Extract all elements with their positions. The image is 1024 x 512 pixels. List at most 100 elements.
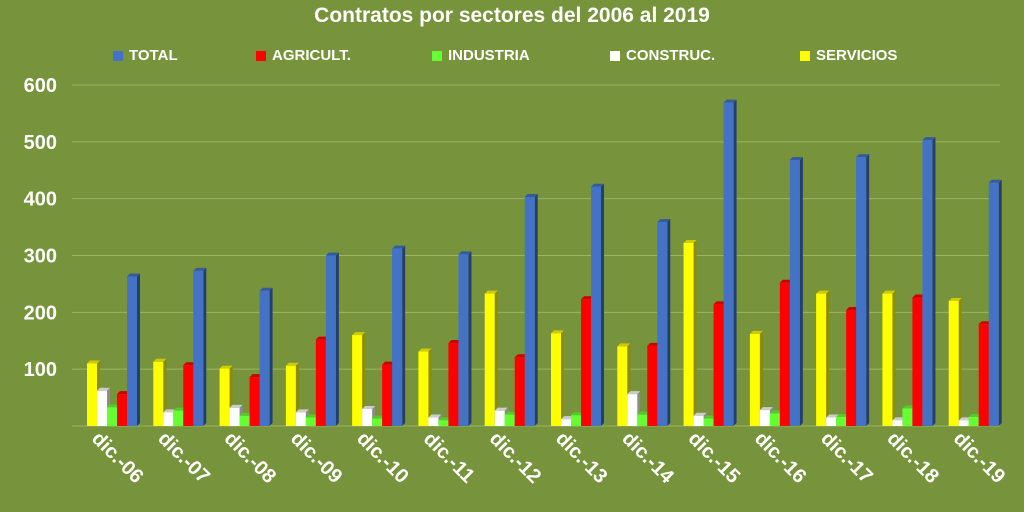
bar-construc-top	[693, 412, 707, 416]
bar-construc-top	[97, 387, 110, 391]
bar-total-top	[657, 218, 671, 222]
bar-construc	[295, 412, 306, 426]
bar-construc-top	[958, 417, 972, 421]
bar-servicios	[285, 365, 296, 426]
bar-agricult-top	[315, 336, 329, 340]
legend-label-industria: INDUSTRIA	[448, 47, 530, 64]
x-tick-label: dic.-07	[153, 428, 213, 488]
bar-industria	[769, 413, 780, 426]
legend-swatch-agricult	[256, 50, 266, 61]
bar-construc	[958, 420, 969, 426]
x-tick-label: dic.-17	[816, 428, 876, 488]
legend-label-servicios: SERVICIOS	[816, 47, 898, 64]
bar-total-top	[458, 251, 472, 255]
bar-construc	[892, 420, 903, 426]
bar-servicios-top	[418, 348, 432, 352]
bar-industria-top	[902, 405, 916, 409]
bar-total-side	[998, 179, 1002, 426]
bar-total-side	[402, 245, 406, 426]
bar-agricult-top	[183, 362, 197, 366]
bar-industria	[372, 418, 383, 426]
bar-servicios-top	[882, 290, 896, 294]
bar-industria	[438, 420, 449, 426]
bar-construc-top	[362, 405, 376, 409]
bar-servicios-side	[958, 297, 962, 426]
bar-industria-top	[438, 417, 452, 421]
x-tick-label: dic.-09	[286, 428, 346, 488]
bar-servicios	[87, 363, 97, 426]
bar-industria	[305, 417, 316, 426]
bar-agricult	[912, 297, 923, 426]
bar-servicios	[882, 293, 893, 426]
bar-servicios	[219, 368, 230, 426]
bar-industria-top	[107, 404, 120, 408]
bar-construc	[693, 415, 704, 426]
legend-item-total: TOTAL	[113, 47, 178, 64]
bar-agricult	[846, 310, 857, 426]
bar-construc-top	[627, 391, 641, 395]
bar-industria	[504, 414, 515, 426]
y-tick-label: 300	[24, 246, 57, 268]
bar-industria-top	[968, 413, 982, 417]
bar-agricult-top	[382, 361, 396, 365]
bar-servicios-side	[362, 332, 366, 426]
bar-total-top	[193, 267, 207, 271]
bar-total	[193, 270, 204, 426]
bar-industria-top	[239, 412, 253, 416]
bar-agricult-top	[249, 374, 263, 378]
bar-construc	[428, 417, 439, 426]
bar-servicios	[617, 346, 628, 426]
bar-industria-top	[637, 411, 651, 415]
y-tick-label: 600	[24, 75, 57, 97]
bar-agricult	[713, 304, 724, 426]
x-tick-label: dic.-14	[617, 428, 678, 489]
bar-servicios-top	[948, 297, 962, 301]
bar-agricult	[978, 324, 989, 426]
bar-construc	[561, 419, 571, 426]
x-tick-label: dic.-18	[883, 428, 943, 488]
bar-servicios	[816, 293, 827, 426]
y-tick-label: 500	[24, 132, 57, 154]
bar-total	[856, 157, 867, 426]
bar-construc	[163, 412, 174, 426]
bar-industria-top	[504, 411, 518, 415]
bar-industria-top	[571, 412, 584, 416]
bar-servicios-top	[87, 360, 100, 364]
legend-swatch-industria	[432, 50, 442, 61]
y-tick-label: 400	[24, 189, 57, 211]
bar-total	[392, 248, 403, 426]
legend-swatch-servicios	[800, 50, 810, 61]
bar-servicios	[948, 300, 959, 426]
bar-servicios-side	[826, 290, 830, 426]
bar-total-side	[601, 183, 604, 426]
bar-construc	[229, 407, 240, 426]
bar-industria	[836, 416, 847, 426]
bar-construc-top	[229, 404, 243, 408]
bar-total-top	[127, 273, 140, 277]
bar-total	[988, 182, 999, 426]
bar-agricult-top	[514, 354, 528, 358]
bar-agricult	[647, 345, 658, 426]
bar-industria-top	[372, 415, 386, 419]
x-tick-label: dic.-08	[220, 428, 280, 488]
bar-total-side	[866, 154, 870, 426]
bar-construc-top	[428, 414, 442, 418]
bar-industria	[239, 415, 250, 426]
bar-total-top	[922, 137, 936, 141]
legend-item-agricult: AGRICULT.	[256, 47, 351, 64]
chart-legend: TOTAL AGRICULT. INDUSTRIA CONSTRUC. SERV…	[0, 47, 1024, 69]
bar-servicios	[683, 242, 694, 426]
bar-total	[789, 160, 800, 426]
bar-agricult	[315, 339, 326, 426]
bar-servicios-top	[285, 362, 299, 366]
bar-total-top	[591, 183, 604, 187]
legend-label-construc: CONSTRUC.	[626, 47, 716, 64]
bar-total	[325, 255, 336, 426]
bar-total-side	[203, 267, 207, 426]
bar-total	[259, 290, 270, 426]
bar-total	[591, 186, 601, 426]
bar-agricult	[514, 357, 525, 426]
bar-construc-top	[826, 414, 840, 418]
bar-total-top	[259, 287, 273, 291]
